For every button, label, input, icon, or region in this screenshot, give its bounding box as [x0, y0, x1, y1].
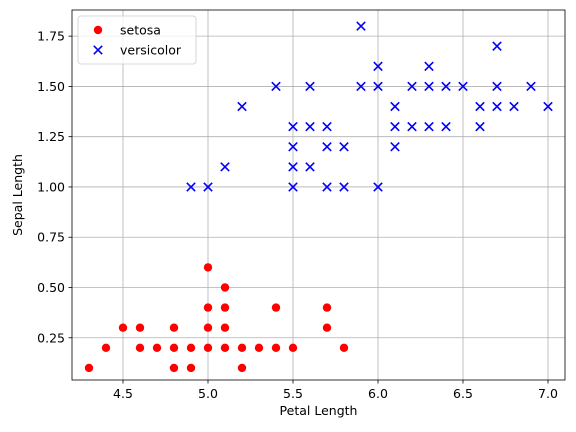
setosa-point	[152, 343, 162, 353]
x-axis-label: Petal Length	[280, 403, 358, 418]
versicolor-point	[322, 141, 332, 152]
y-tick-label: 1.50	[37, 79, 65, 94]
y-tick-label: 1.25	[37, 129, 65, 144]
setosa-point	[203, 263, 213, 272]
y-axis-label: Sepal Length	[10, 154, 25, 236]
versicolor-point	[288, 141, 298, 152]
versicolor-point	[339, 182, 349, 192]
versicolor-point	[305, 81, 315, 92]
versicolor-point	[492, 41, 502, 51]
versicolor-point	[390, 101, 400, 112]
setosa-point	[169, 343, 179, 353]
grid	[72, 10, 565, 380]
x-tick-label: 6.0	[368, 386, 388, 401]
x-tick-label: 5.5	[283, 386, 303, 401]
versicolor-point	[373, 182, 383, 192]
versicolor-point	[390, 141, 400, 152]
x-tick-label: 7.0	[538, 386, 558, 401]
versicolor-point	[441, 121, 451, 132]
setosa-point	[288, 343, 298, 353]
versicolor-point	[322, 121, 332, 132]
versicolor-point	[407, 121, 417, 132]
legend-marker-versicolor	[93, 45, 103, 55]
legend-box	[77, 15, 197, 65]
versicolor-point	[373, 61, 383, 72]
setosa-point	[339, 343, 349, 353]
versicolor-point	[373, 81, 383, 92]
legend-label-versicolor: versicolor	[120, 43, 182, 58]
versicolor-point	[475, 101, 485, 112]
versicolor-point	[526, 81, 536, 92]
setosa-point	[322, 323, 332, 332]
versicolor-point	[356, 81, 366, 92]
setosa-point	[237, 343, 247, 353]
setosa-point	[186, 343, 196, 353]
setosa-point	[220, 283, 230, 292]
versicolor-point	[203, 182, 213, 192]
setosa-point	[135, 323, 145, 332]
setosa-point	[220, 343, 230, 353]
setosa-point	[169, 363, 179, 373]
setosa-point	[322, 303, 332, 312]
x-tick-label: 6.5	[453, 386, 473, 401]
setosa-point	[186, 363, 196, 373]
versicolor-point	[407, 81, 417, 92]
versicolor-point	[509, 101, 519, 112]
versicolor-point	[220, 162, 230, 172]
versicolor-point	[288, 121, 298, 132]
versicolor-point	[271, 81, 281, 92]
setosa-point	[135, 343, 145, 353]
versicolor-point	[492, 81, 502, 92]
y-tick-label: 0.25	[37, 330, 65, 345]
setosa-point	[101, 343, 111, 353]
y-tick-label: 1.75	[37, 29, 65, 44]
x-tick-label: 5.0	[198, 386, 218, 401]
setosa-point	[220, 303, 230, 312]
versicolor-point	[475, 121, 485, 132]
versicolor-point	[424, 121, 434, 132]
x-tick-label: 4.5	[113, 386, 133, 401]
legend: setosa versicolor	[77, 15, 197, 65]
plot-frame	[71, 9, 566, 381]
legend-label-setosa: setosa	[120, 23, 161, 38]
versicolor-point	[543, 101, 553, 112]
setosa-point	[84, 363, 94, 373]
versicolor-point	[390, 121, 400, 132]
versicolor-point	[424, 61, 434, 72]
versicolor-point	[441, 81, 451, 92]
setosa-point	[118, 323, 128, 332]
ticks: 4.5 5.0 5.5 6.0 6.5 7.0 0.25 0.50 0.75 1.00 1.25 1.…	[37, 29, 558, 401]
versicolor-point	[305, 162, 315, 172]
legend-marker-setosa	[93, 25, 103, 35]
setosa-point	[203, 323, 213, 332]
y-tick-label: 1.00	[37, 179, 65, 194]
versicolor-point	[288, 182, 298, 192]
versicolor-point	[458, 81, 468, 92]
setosa-point	[254, 343, 264, 353]
setosa-point	[203, 303, 213, 312]
versicolor-point	[288, 162, 298, 172]
versicolor-point	[424, 81, 434, 92]
setosa-point	[220, 323, 230, 332]
versicolor-point	[237, 101, 247, 112]
setosa-point	[169, 323, 179, 332]
versicolor-point	[186, 182, 196, 192]
setosa-point	[237, 363, 247, 373]
setosa-point	[271, 343, 281, 353]
y-tick-label: 0.75	[37, 230, 65, 245]
setosa-point	[271, 303, 281, 312]
versicolor-point	[305, 121, 315, 132]
versicolor-point	[339, 141, 349, 152]
versicolor-point	[492, 101, 502, 112]
versicolor-point	[356, 21, 366, 31]
versicolor-point	[322, 182, 332, 192]
series-layer	[84, 21, 553, 373]
setosa-point	[203, 343, 213, 353]
y-tick-label: 0.50	[37, 280, 65, 295]
